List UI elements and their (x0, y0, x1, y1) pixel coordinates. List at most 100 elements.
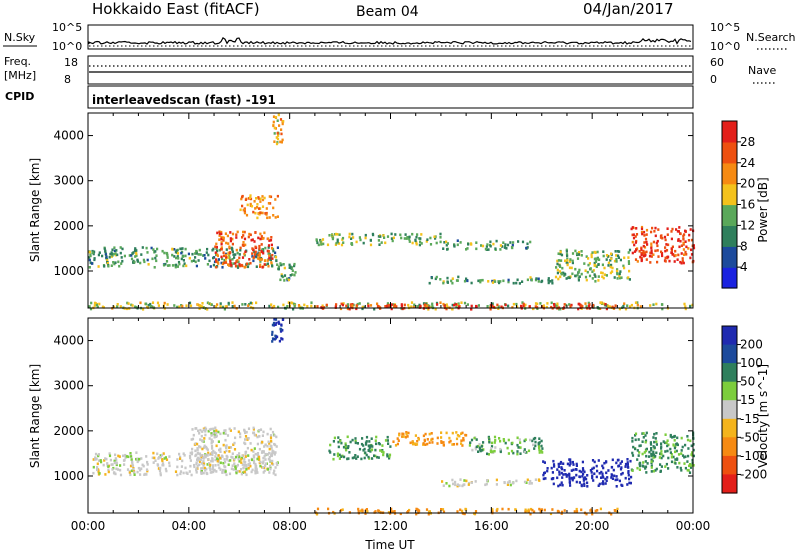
echo-cell (538, 448, 541, 452)
echo-cell (316, 507, 320, 511)
echo-cell (293, 304, 296, 308)
echo-cell (643, 251, 646, 254)
echo-cell (95, 303, 98, 307)
echo-cell (479, 280, 482, 284)
echo-cell (676, 458, 679, 461)
echo-cell (268, 451, 271, 455)
echo-cell (653, 440, 656, 444)
echo-cell (184, 254, 187, 258)
velocity-echoes (92, 318, 695, 516)
echo-cell (356, 455, 359, 458)
echo-cell (551, 471, 554, 474)
echo-cell (383, 236, 386, 239)
echo-cell (374, 448, 377, 452)
echo-cell (413, 303, 416, 307)
echo-cell (511, 441, 514, 445)
echo-cell (132, 251, 135, 254)
echo-cell (96, 305, 99, 309)
echo-cell (194, 252, 197, 255)
echo-cell (571, 478, 574, 482)
echo-cell (251, 255, 254, 258)
echo-cell (398, 433, 401, 437)
echo-cell (663, 441, 666, 445)
echo-cell (236, 230, 239, 234)
echo-cell (653, 230, 656, 233)
echo-cell (588, 262, 591, 265)
echo-cell (561, 483, 564, 487)
echo-cell (274, 323, 277, 326)
echo-cell (486, 452, 489, 456)
echo-cell (264, 464, 267, 467)
echo-cell (401, 432, 404, 436)
echo-cell (583, 484, 586, 487)
echo-cell (185, 304, 188, 307)
echo-cell (207, 429, 210, 433)
echo-cell (259, 260, 262, 263)
echo-cell (495, 478, 498, 482)
echo-cell (310, 304, 313, 308)
echo-cell (326, 243, 330, 247)
echo-cell (272, 214, 275, 217)
echo-cell (419, 237, 422, 240)
echo-cell (276, 246, 279, 249)
echo-cell (254, 207, 257, 210)
echo-cell (469, 242, 473, 245)
echo-cell (234, 455, 238, 459)
echo-cell (684, 455, 687, 458)
echo-cell (279, 278, 282, 282)
echo-cell (616, 478, 619, 481)
echo-cell (248, 196, 252, 200)
echo-cell (260, 250, 263, 253)
echo-cell (465, 277, 468, 281)
echo-cell (386, 435, 389, 439)
echo-cell (481, 278, 484, 282)
echo-cell (420, 233, 423, 236)
echo-cell (596, 306, 599, 309)
echo-cell (602, 250, 605, 253)
echo-cell (626, 304, 629, 307)
echo-cell (269, 464, 272, 468)
echo-cell (96, 466, 99, 469)
echo-cell (579, 475, 582, 479)
echo-cell (229, 251, 232, 254)
echo-cell (591, 476, 594, 480)
echo-cell (623, 266, 626, 270)
echo-cell (263, 469, 266, 473)
echo-cell (466, 303, 469, 306)
echo-cell (195, 252, 198, 255)
echo-cell (664, 465, 667, 468)
echo-cell (223, 458, 226, 461)
echo-cell (461, 444, 464, 447)
echo-cell (655, 241, 658, 245)
echo-cell (617, 464, 621, 468)
velocity-y-axis-label: Slant Range [km] (28, 364, 42, 468)
echo-cell (604, 482, 607, 485)
echo-cell (182, 259, 185, 262)
echo-cell (344, 445, 347, 449)
echo-cell (253, 200, 256, 203)
echo-cell (145, 468, 149, 471)
echo-cell (566, 263, 569, 267)
echo-cell (252, 459, 256, 463)
echo-cell (680, 252, 683, 255)
echo-cell (245, 466, 248, 469)
echo-cell (619, 270, 622, 273)
echo-cell (206, 454, 209, 457)
echo-cell (188, 301, 192, 305)
echo-cell (681, 257, 684, 260)
echo-cell (208, 302, 211, 306)
echo-cell (403, 237, 406, 240)
echo-cell (196, 448, 199, 451)
echo-cell (124, 456, 127, 459)
echo-cell (256, 457, 259, 461)
echo-cell (175, 256, 178, 260)
echo-cell (277, 305, 280, 309)
echo-cell (689, 439, 692, 443)
echo-cell (644, 465, 648, 469)
echo-cell (209, 471, 212, 474)
echo-cell (690, 238, 693, 242)
echo-cell (571, 272, 574, 276)
echo-cell (127, 302, 130, 305)
echo-cell (655, 467, 658, 471)
